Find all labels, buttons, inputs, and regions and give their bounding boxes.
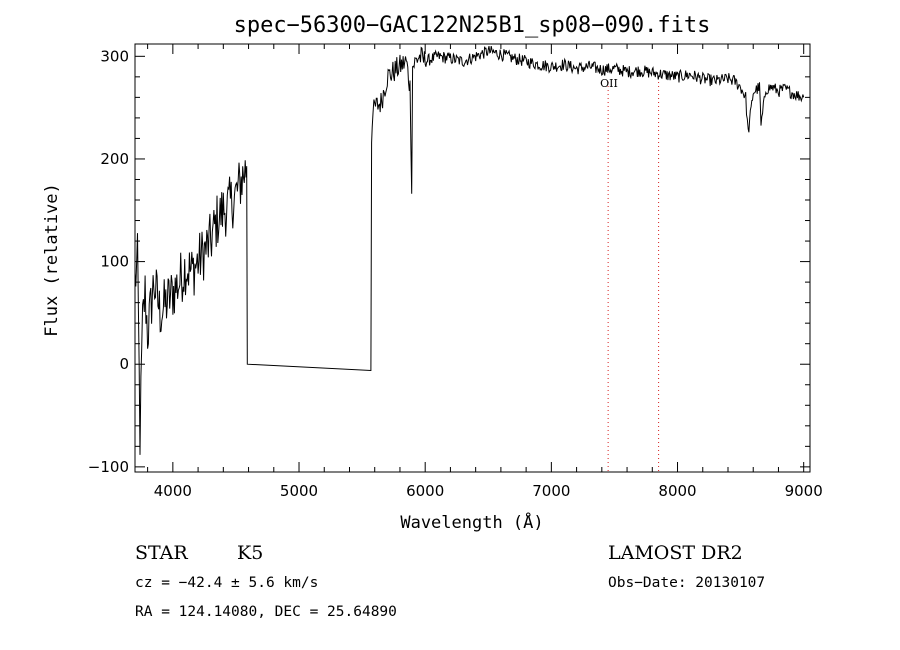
observation-date: Obs−Date: 20130107 [608, 575, 766, 591]
x-tick-label: 5000 [280, 482, 318, 500]
y-axis-label: Flux (relative) [42, 183, 62, 337]
object-subclass: K5 [237, 542, 264, 564]
plot-area: 4000 5000 6000 7000 8000 9000 −100 0 100 200 300 OI… [88, 43, 823, 500]
plot-frame [134, 43, 811, 473]
y-tick-label: 100 [100, 253, 129, 271]
x-tick-label: 4000 [154, 482, 192, 500]
emission-line-label: OII [600, 77, 618, 90]
object-class: STAR [135, 542, 188, 564]
y-tick-label: 300 [100, 47, 129, 65]
survey-name: LAMOST DR2 [608, 542, 743, 564]
spectrum-line [134, 45, 805, 455]
x-tick-label: 9000 [785, 482, 823, 500]
x-tick-label: 7000 [532, 482, 570, 500]
redshift-cz: cz = −42.4 ± 5.6 km/s [135, 575, 319, 591]
x-tick-label: 8000 [658, 482, 696, 500]
y-tick-label: −100 [88, 458, 129, 476]
x-axis-label: Wavelength (Å) [400, 511, 543, 533]
x-tick-label: 6000 [406, 482, 444, 500]
y-tick-label: 200 [100, 150, 129, 168]
coordinates: RA = 124.14080, DEC = 25.64890 [135, 604, 397, 620]
chart-title: spec−56300−GAC122N25B1_sp08−090.fits [234, 13, 711, 38]
y-tick-label: 0 [119, 355, 129, 373]
